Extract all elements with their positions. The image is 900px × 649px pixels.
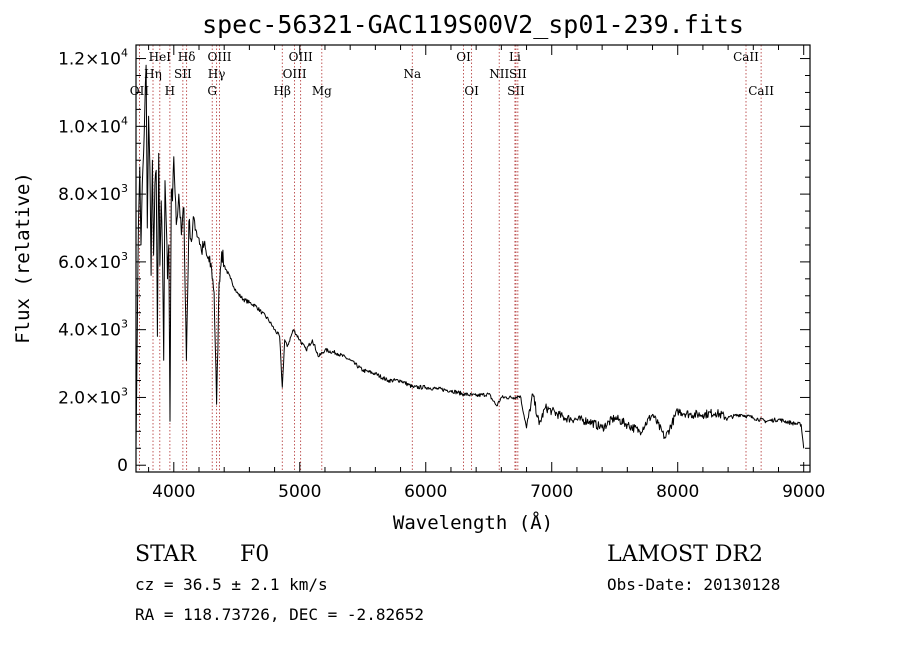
emission-line-markers: OII Hη HeI H SII Hδ G Hγ OIII Hβ OIII OIII Mg Na OI OI N… — [130, 45, 774, 472]
emission-line-label: Hδ — [178, 50, 196, 64]
survey-name: LAMOST DR2 — [607, 542, 763, 567]
y-axis-ticks: 02.0×1034.0×1036.0×1038.0×1031.0×1041.2×… — [58, 47, 810, 476]
x-tick-label: 6000 — [404, 482, 447, 502]
emission-line-label: CaII — [733, 50, 759, 64]
emission-line-label: Hβ — [274, 84, 291, 98]
y-tick-exponent: 3 — [121, 385, 128, 398]
emission-line-label: HeI — [149, 50, 172, 64]
emission-line-label: SII — [174, 67, 192, 81]
object-subclass: F0 — [240, 542, 269, 567]
emission-line-label: NII — [489, 67, 509, 81]
x-tick-label: 4000 — [152, 482, 195, 502]
ra-dec-coordinates: RA = 118.73726, DEC = -2.82652 — [135, 605, 424, 624]
x-tick-label: 9000 — [782, 482, 825, 502]
spectrum-series — [135, 64, 805, 449]
emission-line-label: CaII — [748, 84, 774, 98]
emission-line-label: Hγ — [208, 67, 226, 81]
y-tick-label: 1.2×104 — [58, 47, 128, 70]
y-tick-label: 6.0×103 — [58, 250, 128, 273]
emission-line-label: SII — [507, 84, 525, 98]
emission-line-label: OIII — [207, 50, 231, 64]
y-tick-exponent: 4 — [121, 47, 128, 60]
emission-line-label: Li — [509, 50, 521, 64]
y-tick-mantissa: 4.0×10 — [58, 321, 121, 341]
y-tick-label: 8.0×103 — [58, 182, 128, 205]
y-axis-label: Flux (relative) — [12, 172, 34, 344]
emission-line-label: Hη — [144, 67, 162, 81]
x-axis-label: Wavelength (Å) — [393, 511, 553, 534]
y-tick-mantissa: 1.2×10 — [58, 50, 121, 70]
y-tick-label: 2.0×103 — [58, 385, 128, 408]
chart-title: spec-56321-GAC119S00V2_sp01-239.fits — [202, 10, 744, 39]
x-tick-label: 8000 — [656, 482, 699, 502]
object-class: STAR — [135, 542, 197, 567]
emission-line-label: OII — [130, 84, 150, 98]
y-tick-exponent: 4 — [121, 114, 128, 127]
x-axis-ticks: 4000 5000 6000 7000 8000 9000 — [148, 45, 825, 502]
y-tick-exponent: 3 — [121, 182, 128, 195]
y-tick-label: 0 — [117, 456, 128, 476]
y-tick-label: 4.0×103 — [58, 318, 128, 341]
emission-line-label: OIII — [289, 50, 313, 64]
y-tick-label: 1.0×104 — [58, 114, 128, 137]
emission-line-label: H — [165, 84, 175, 98]
redshift-velocity: cz = 36.5 ± 2.1 km/s — [135, 575, 328, 594]
y-tick-mantissa: 2.0×10 — [58, 388, 121, 408]
y-tick-mantissa: 6.0×10 — [58, 253, 121, 273]
y-tick-mantissa: 8.0×10 — [58, 185, 121, 205]
x-tick-label: 7000 — [530, 482, 573, 502]
y-tick-exponent: 3 — [121, 318, 128, 331]
x-tick-label: 5000 — [278, 482, 321, 502]
plot-frame — [135, 44, 811, 473]
observation-date: Obs-Date: 20130128 — [607, 575, 780, 594]
y-tick-mantissa: 0 — [117, 456, 128, 476]
emission-line-label: OI — [456, 50, 471, 64]
emission-line-label: SII — [509, 67, 527, 81]
emission-line-label: Mg — [312, 84, 332, 98]
emission-line-label: OIII — [283, 67, 307, 81]
emission-line-label: G — [207, 84, 217, 98]
emission-line-label: OI — [464, 84, 479, 98]
y-tick-mantissa: 1.0×10 — [58, 117, 121, 137]
y-tick-exponent: 3 — [121, 250, 128, 263]
spectrum-line — [135, 64, 805, 449]
emission-line-label: Na — [403, 67, 421, 81]
